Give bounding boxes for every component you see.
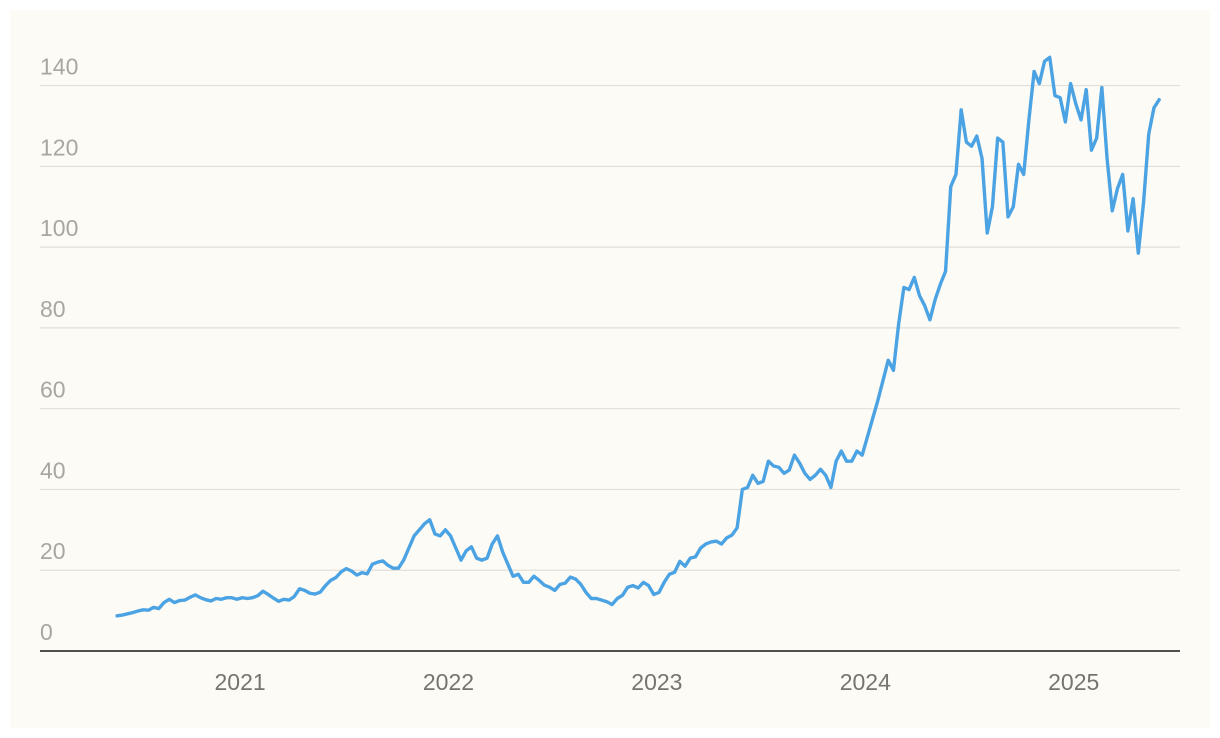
x-tick-label: 2023 <box>631 669 682 695</box>
y-tick-label: 120 <box>40 134 78 160</box>
y-tick-label: 20 <box>40 538 66 564</box>
y-tick-label: 40 <box>40 457 66 483</box>
y-tick-label: 80 <box>40 296 66 322</box>
y-tick-label: 60 <box>40 377 66 403</box>
x-tick-label: 2021 <box>214 669 265 695</box>
y-tick-label: 100 <box>40 215 78 241</box>
x-tick-label: 2022 <box>423 669 474 695</box>
chart-background <box>10 10 1210 728</box>
y-tick-label: 0 <box>40 619 53 645</box>
x-tick-label: 2024 <box>840 669 891 695</box>
x-tick-label: 2025 <box>1048 669 1099 695</box>
price-line <box>115 55 1161 618</box>
y-tick-label: 140 <box>40 54 78 80</box>
plot <box>115 55 1161 618</box>
labels: 0 20 40 60 80 100 120 140 2021 2022 2023 2024 2025 <box>40 54 1099 695</box>
